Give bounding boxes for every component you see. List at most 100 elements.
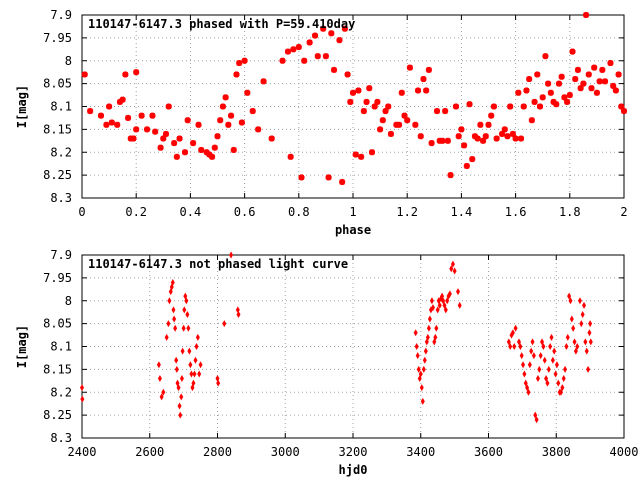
data-point [230,146,237,153]
data-point [179,393,184,401]
data-point [188,361,193,369]
data-point [550,356,555,364]
data-point [515,89,522,96]
data-point [426,324,431,332]
x-tick-label: 0.8 [288,205,310,219]
data-point [228,112,235,119]
data-point [198,361,203,369]
data-point [520,103,527,110]
y-tick-label: 8.15 [43,122,72,136]
data-point [358,153,365,160]
data-point [522,370,527,378]
data-point [418,370,423,378]
chart-title: 110147-6147.3 not phased light curve [88,257,348,271]
data-point [433,333,438,341]
data-point [447,290,452,298]
data-point [236,310,241,318]
data-point [185,310,190,318]
data-point [165,103,172,110]
data-point [198,146,205,153]
data-point [463,162,470,169]
data-point [382,108,389,115]
y-tick-label: 8.2 [50,145,72,159]
data-point [565,333,570,341]
data-point [368,149,375,156]
data-point [176,135,183,142]
x-tick-label: 1.2 [396,205,418,219]
data-point [527,361,532,369]
y-tick-label: 7.95 [43,31,72,45]
data-point [583,12,590,18]
y-tick-label: 7.9 [50,8,72,22]
data-point [401,112,408,119]
data-point [177,402,182,410]
data-point [268,135,275,142]
data-point [512,343,517,350]
data-point [580,80,587,87]
data-point [187,347,192,355]
data-point [385,103,392,110]
data-point [420,76,427,83]
data-point [125,114,132,121]
data-point [548,343,553,350]
data-point [186,324,191,332]
data-point [170,278,175,286]
y-tick-label: 8.25 [43,408,72,422]
data-point [534,71,541,78]
data-point [588,85,595,92]
data-point [412,121,419,128]
data-point [539,94,546,101]
data-point [461,142,468,149]
data-point [159,393,164,401]
data-point [449,265,454,273]
data-point [434,108,441,115]
data-point [193,356,198,364]
data-point [416,365,421,373]
data-point [510,329,515,337]
data-point [490,103,497,110]
data-point [133,126,140,133]
data-point [553,101,560,108]
data-point [180,347,185,355]
data-point [152,128,159,135]
data-point [425,66,432,73]
data-point [287,153,294,160]
data-point [452,103,459,110]
data-point [195,121,202,128]
unphased-light-curve-chart: 2400 2600 2800 3000 3200 3400 3600 3800 4000 7.9 7… [15,248,638,477]
data-point [119,96,126,103]
data-point [607,60,614,67]
data-point [437,301,442,309]
data-point [182,306,187,314]
data-point [415,87,422,94]
data-point [550,98,557,105]
x-tick-label: 3000 [271,445,300,459]
data-point [164,333,169,341]
data-point [352,151,359,158]
x-tick-label: 3400 [406,445,435,459]
data-point [166,320,171,328]
chart-title: 110147-6147.3 phased with P=59.410day [88,17,355,31]
data-point [466,101,473,108]
data-point [225,121,232,128]
data-point [568,297,573,305]
data-point [566,92,573,99]
data-point [80,395,85,403]
y-tick-label: 7.95 [43,271,72,285]
data-point [526,388,531,396]
data-point [528,117,535,124]
data-point [618,103,625,110]
data-point [602,78,609,85]
data-point [331,66,338,73]
data-point [238,119,245,126]
y-tick-label: 8.05 [43,317,72,331]
data-point [174,365,179,373]
data-point [455,133,462,140]
data-point [561,94,568,101]
data-point [81,71,88,78]
data-point [290,46,297,53]
data-point [425,333,430,341]
data-point [255,126,262,133]
y-tick-label: 8.1 [50,100,72,114]
data-point [569,315,574,323]
